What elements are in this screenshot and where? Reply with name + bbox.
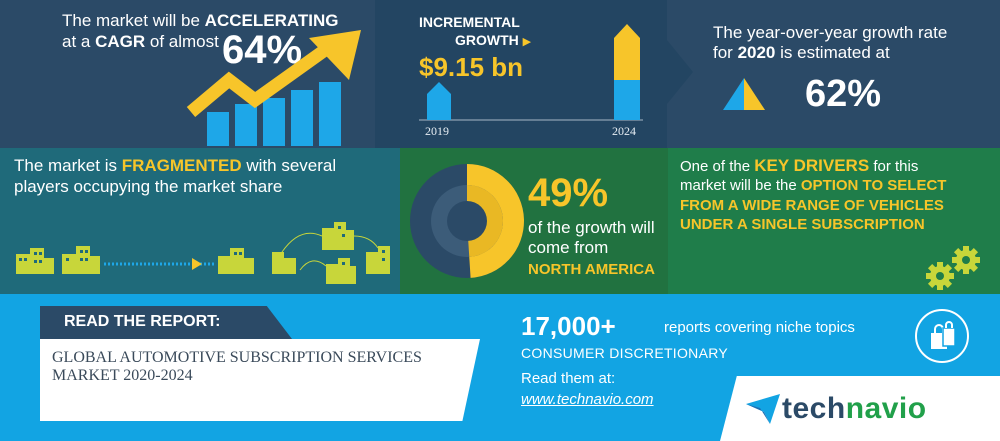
cagr-panel: The market will be ACCELERATING at a CAG… (0, 0, 375, 148)
growth-bar-1 (207, 112, 229, 146)
cagr-value: 64% (222, 28, 303, 72)
cagr-line2-post: of almost (145, 32, 219, 51)
fragmented-line1: The market is FRAGMENTED with several (14, 155, 336, 176)
report-title-card[interactable] (40, 339, 480, 421)
connection-arc (299, 260, 327, 271)
report-title-line2: MARKET 2020-2024 (52, 367, 193, 384)
technavio-logo-text: technavio (782, 392, 927, 426)
cagr-label: CAGR (95, 32, 146, 51)
incremental-value: $9.15 bn (419, 52, 524, 82)
brand-part2: navio (845, 392, 927, 425)
chevron-shape (667, 40, 693, 104)
drivers-line3: FROM A WIDE RANGE OF VEHICLES (680, 197, 944, 214)
incremental-label-2-text: GROWTH (455, 32, 519, 48)
cagr-line1: The market will be ACCELERATING (62, 10, 338, 31)
growth-bar-3 (263, 98, 285, 146)
yoy-line1: The year-over-year growth rate (713, 23, 948, 42)
bar-2024-increment (614, 24, 640, 80)
donut-center (447, 201, 487, 241)
yoy-line2-pre: for (713, 43, 738, 62)
incremental-bars (419, 24, 643, 121)
bar-2024-base (614, 80, 640, 120)
fragmented-label: FRAGMENTED (121, 156, 242, 175)
fragmented-line2: players occupying the market share (14, 177, 283, 196)
region-donut-chart (410, 164, 524, 278)
incremental-label-2: GROWTH ▶ (455, 32, 531, 51)
arrow-right-icon: ▶ (522, 36, 532, 48)
yoy-line2: for 2020 is estimated at (713, 42, 890, 63)
triangle-right (744, 78, 765, 110)
growth-bar-4 (291, 90, 313, 146)
cagr-line2: at a CAGR of almost (62, 31, 219, 52)
connection-arc (281, 232, 323, 253)
triangle-left (723, 78, 744, 110)
connection-arc (353, 235, 379, 249)
technavio-logo-icon (746, 394, 780, 424)
technavio-link[interactable]: www.technavio.com (521, 391, 654, 408)
report-panel: READ THE REPORT: GLOBAL AUTOMOTIVE SUBSC… (0, 294, 1000, 441)
building-icon (326, 258, 356, 284)
growth-arrow-line (186, 44, 329, 117)
drivers-line1-pre: One of the (680, 158, 755, 175)
building-icon (366, 246, 390, 274)
yoy-line2-post: is estimated at (775, 43, 890, 62)
report-title-line1: GLOBAL AUTOMOTIVE SUBSCRIPTION SERVICES (52, 349, 422, 366)
cagr-line2-pre: at a (62, 32, 96, 51)
building-icon (218, 248, 254, 274)
region-line1: of the growth will (528, 218, 655, 237)
panel-chevron (667, 40, 693, 104)
drivers-panel: One of the KEY DRIVERS for this market w… (668, 148, 1000, 294)
region-percent: 49% (528, 171, 609, 215)
growth-arrow-head (309, 30, 361, 80)
building-icon (272, 252, 296, 274)
shopping-bags-icon (915, 309, 969, 363)
triangle-icon (723, 78, 765, 110)
yoy-year: 2020 (737, 43, 776, 62)
incremental-panel: INCREMENTAL GROWTH ▶ $9.15 bn 2019 2024 (375, 0, 667, 148)
buildings-illustration (16, 222, 390, 284)
growth-chart-icon (186, 30, 361, 146)
reports-count: 17,000+ (521, 311, 616, 341)
cagr-accelerating: ACCELERATING (204, 11, 339, 30)
growth-bar-5 (319, 82, 341, 146)
read-report-banner (40, 306, 292, 339)
region-panel: 49% of the growth will come from NORTH A… (400, 148, 668, 294)
reports-category: CONSUMER DISCRETIONARY (521, 345, 729, 361)
reports-count-desc: reports covering niche topics (664, 319, 855, 336)
fragmented-line1-pre: The market is (14, 156, 122, 175)
incremental-label-1: INCREMENTAL (419, 14, 520, 30)
arrow-right-icon (192, 258, 202, 270)
region-name: NORTH AMERICA (528, 261, 655, 278)
drivers-line1: One of the KEY DRIVERS for this (680, 156, 918, 176)
growth-bar-2 (235, 104, 257, 146)
fragmented-panel: The market is FRAGMENTED with several pl… (0, 148, 400, 294)
read-report-label: READ THE REPORT: (64, 313, 221, 330)
building-icon (322, 222, 354, 250)
cagr-line1-text: The market will be (62, 11, 205, 30)
gears-icon (926, 246, 980, 290)
reports-read-at: Read them at: (521, 370, 616, 387)
drivers-em-1: OPTION TO SELECT (800, 177, 947, 194)
bar-2019 (427, 82, 451, 120)
fragmented-line1-post: with several (241, 156, 337, 175)
region-line2: come from (528, 238, 609, 257)
drivers-line2: market will be the OPTION TO SELECT (680, 176, 946, 195)
year-2019: 2019 (425, 124, 449, 138)
year-2024: 2024 (612, 124, 636, 138)
key-drivers-label: KEY DRIVERS (754, 156, 870, 175)
drivers-line2-pre: market will be the (680, 177, 801, 194)
drivers-line4: UNDER A SINGLE SUBSCRIPTION (680, 216, 925, 233)
drivers-line1-post: for this (869, 158, 919, 175)
brand-part1: tech (782, 392, 846, 425)
yoy-value: 62% (805, 73, 882, 115)
yoy-panel: The year-over-year growth rate for 2020 … (667, 0, 1000, 148)
